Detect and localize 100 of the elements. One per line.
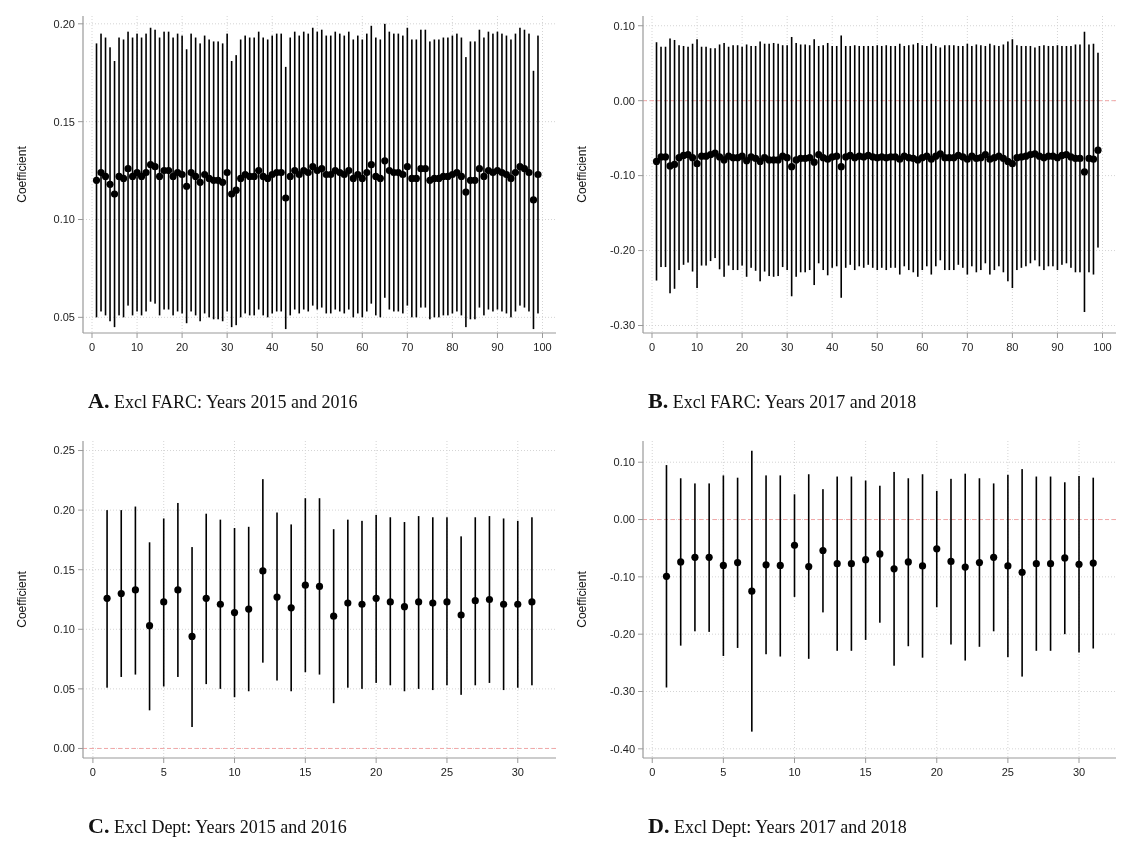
x-tick-label: 80 <box>446 341 459 353</box>
y-tick-label: 0.10 <box>53 213 75 226</box>
point <box>457 611 465 619</box>
point <box>1032 560 1040 568</box>
y-tick-label: 0.00 <box>53 742 75 755</box>
point <box>287 604 295 612</box>
point <box>1089 559 1097 567</box>
point <box>471 597 479 605</box>
y-axis-title: Coefficient <box>575 570 589 628</box>
point <box>400 603 409 611</box>
point <box>776 561 784 569</box>
y-tick-label: 0.05 <box>53 311 75 324</box>
point <box>330 612 338 620</box>
x-tick-label: 30 <box>1072 766 1086 778</box>
x-tick-label: 0 <box>649 766 656 778</box>
x-tick-label: 20 <box>370 766 383 778</box>
y-tick-label: 0.20 <box>53 503 75 516</box>
point <box>947 557 955 565</box>
point <box>748 587 756 595</box>
x-tick-label: 40 <box>266 341 279 353</box>
x-tick-label: 0 <box>88 341 96 353</box>
point <box>691 553 699 561</box>
text: A. Excl FARC: Years 2015 and 2016 <box>88 388 358 413</box>
x-tick-label: 5 <box>720 766 727 778</box>
text: D. Excl Dept: Years 2017 and 2018 <box>648 813 907 838</box>
y-tick-label: -0.20 <box>609 628 635 641</box>
point <box>1046 560 1055 568</box>
point <box>933 545 941 553</box>
x-tick-label: 40 <box>826 341 839 353</box>
y-tick-label: 0.10 <box>53 623 75 636</box>
point <box>514 600 522 608</box>
point <box>443 598 451 606</box>
x-tick-label: 0 <box>648 341 656 353</box>
x-tick-label: 70 <box>401 341 414 353</box>
point <box>890 565 898 573</box>
x-tick-label: 20 <box>175 341 189 353</box>
y-axis-title: Coefficient <box>575 145 589 203</box>
x-tick-label: 50 <box>871 341 884 353</box>
point <box>662 572 671 580</box>
x-tick-label: 15 <box>299 766 312 778</box>
point <box>1018 568 1026 576</box>
point <box>131 586 139 594</box>
point <box>103 594 111 602</box>
x-tick-label: 10 <box>788 766 801 778</box>
point <box>990 553 998 561</box>
x-tick-label: 10 <box>130 341 144 353</box>
text: C. Excl Dept: Years 2015 and 2016 <box>88 813 347 838</box>
point <box>358 600 366 608</box>
point <box>1061 554 1069 562</box>
point <box>273 593 281 601</box>
point <box>301 581 309 589</box>
y-tick-label: -0.40 <box>609 742 635 755</box>
point <box>876 550 884 558</box>
x-tick-label: 90 <box>1051 341 1064 353</box>
y-tick-label: -0.30 <box>609 319 635 332</box>
y-tick-label: 0.20 <box>53 17 75 30</box>
x-tick-label: 90 <box>491 341 504 353</box>
point <box>918 562 927 570</box>
y-tick-label: 0.05 <box>53 682 75 695</box>
x-tick-label: 5 <box>160 766 167 778</box>
x-tick-label: 80 <box>1006 341 1019 353</box>
point <box>975 558 984 567</box>
point <box>386 598 394 606</box>
point <box>315 582 324 590</box>
point <box>961 563 969 571</box>
point <box>734 558 742 567</box>
point <box>862 556 870 564</box>
point <box>790 541 799 549</box>
x-tick-label: 20 <box>735 341 749 353</box>
point <box>230 609 239 617</box>
x-tick-label: 0 <box>89 766 96 778</box>
x-tick-label: 20 <box>930 766 943 778</box>
point <box>528 598 536 606</box>
point <box>415 598 423 606</box>
y-tick-label: 0.15 <box>53 563 75 576</box>
y-tick-label: 0.00 <box>613 513 635 526</box>
point <box>429 599 437 607</box>
y-tick-label: 0.25 <box>53 444 75 457</box>
point <box>188 632 196 641</box>
x-tick-label: 25 <box>440 766 454 778</box>
point <box>719 561 727 569</box>
x-tick-label: 70 <box>961 341 974 353</box>
x-tick-label: 60 <box>356 341 369 353</box>
y-tick-label: -0.20 <box>609 244 635 257</box>
point <box>500 600 508 608</box>
y-axis-title: Coefficient <box>15 145 29 203</box>
point <box>805 562 813 571</box>
y-tick-label: -0.10 <box>609 570 635 583</box>
x-tick-label: 60 <box>916 341 929 353</box>
point <box>705 553 713 561</box>
point <box>344 599 352 607</box>
point <box>259 567 267 575</box>
y-tick-label: -0.30 <box>609 685 635 698</box>
y-tick-label: 0.10 <box>613 19 635 32</box>
y-tick-label: 0.00 <box>613 94 635 107</box>
x-tick-label: 25 <box>1001 766 1015 778</box>
point <box>245 605 253 613</box>
y-axis-title: Coefficient <box>15 570 29 628</box>
point <box>485 595 494 604</box>
point <box>904 558 912 566</box>
